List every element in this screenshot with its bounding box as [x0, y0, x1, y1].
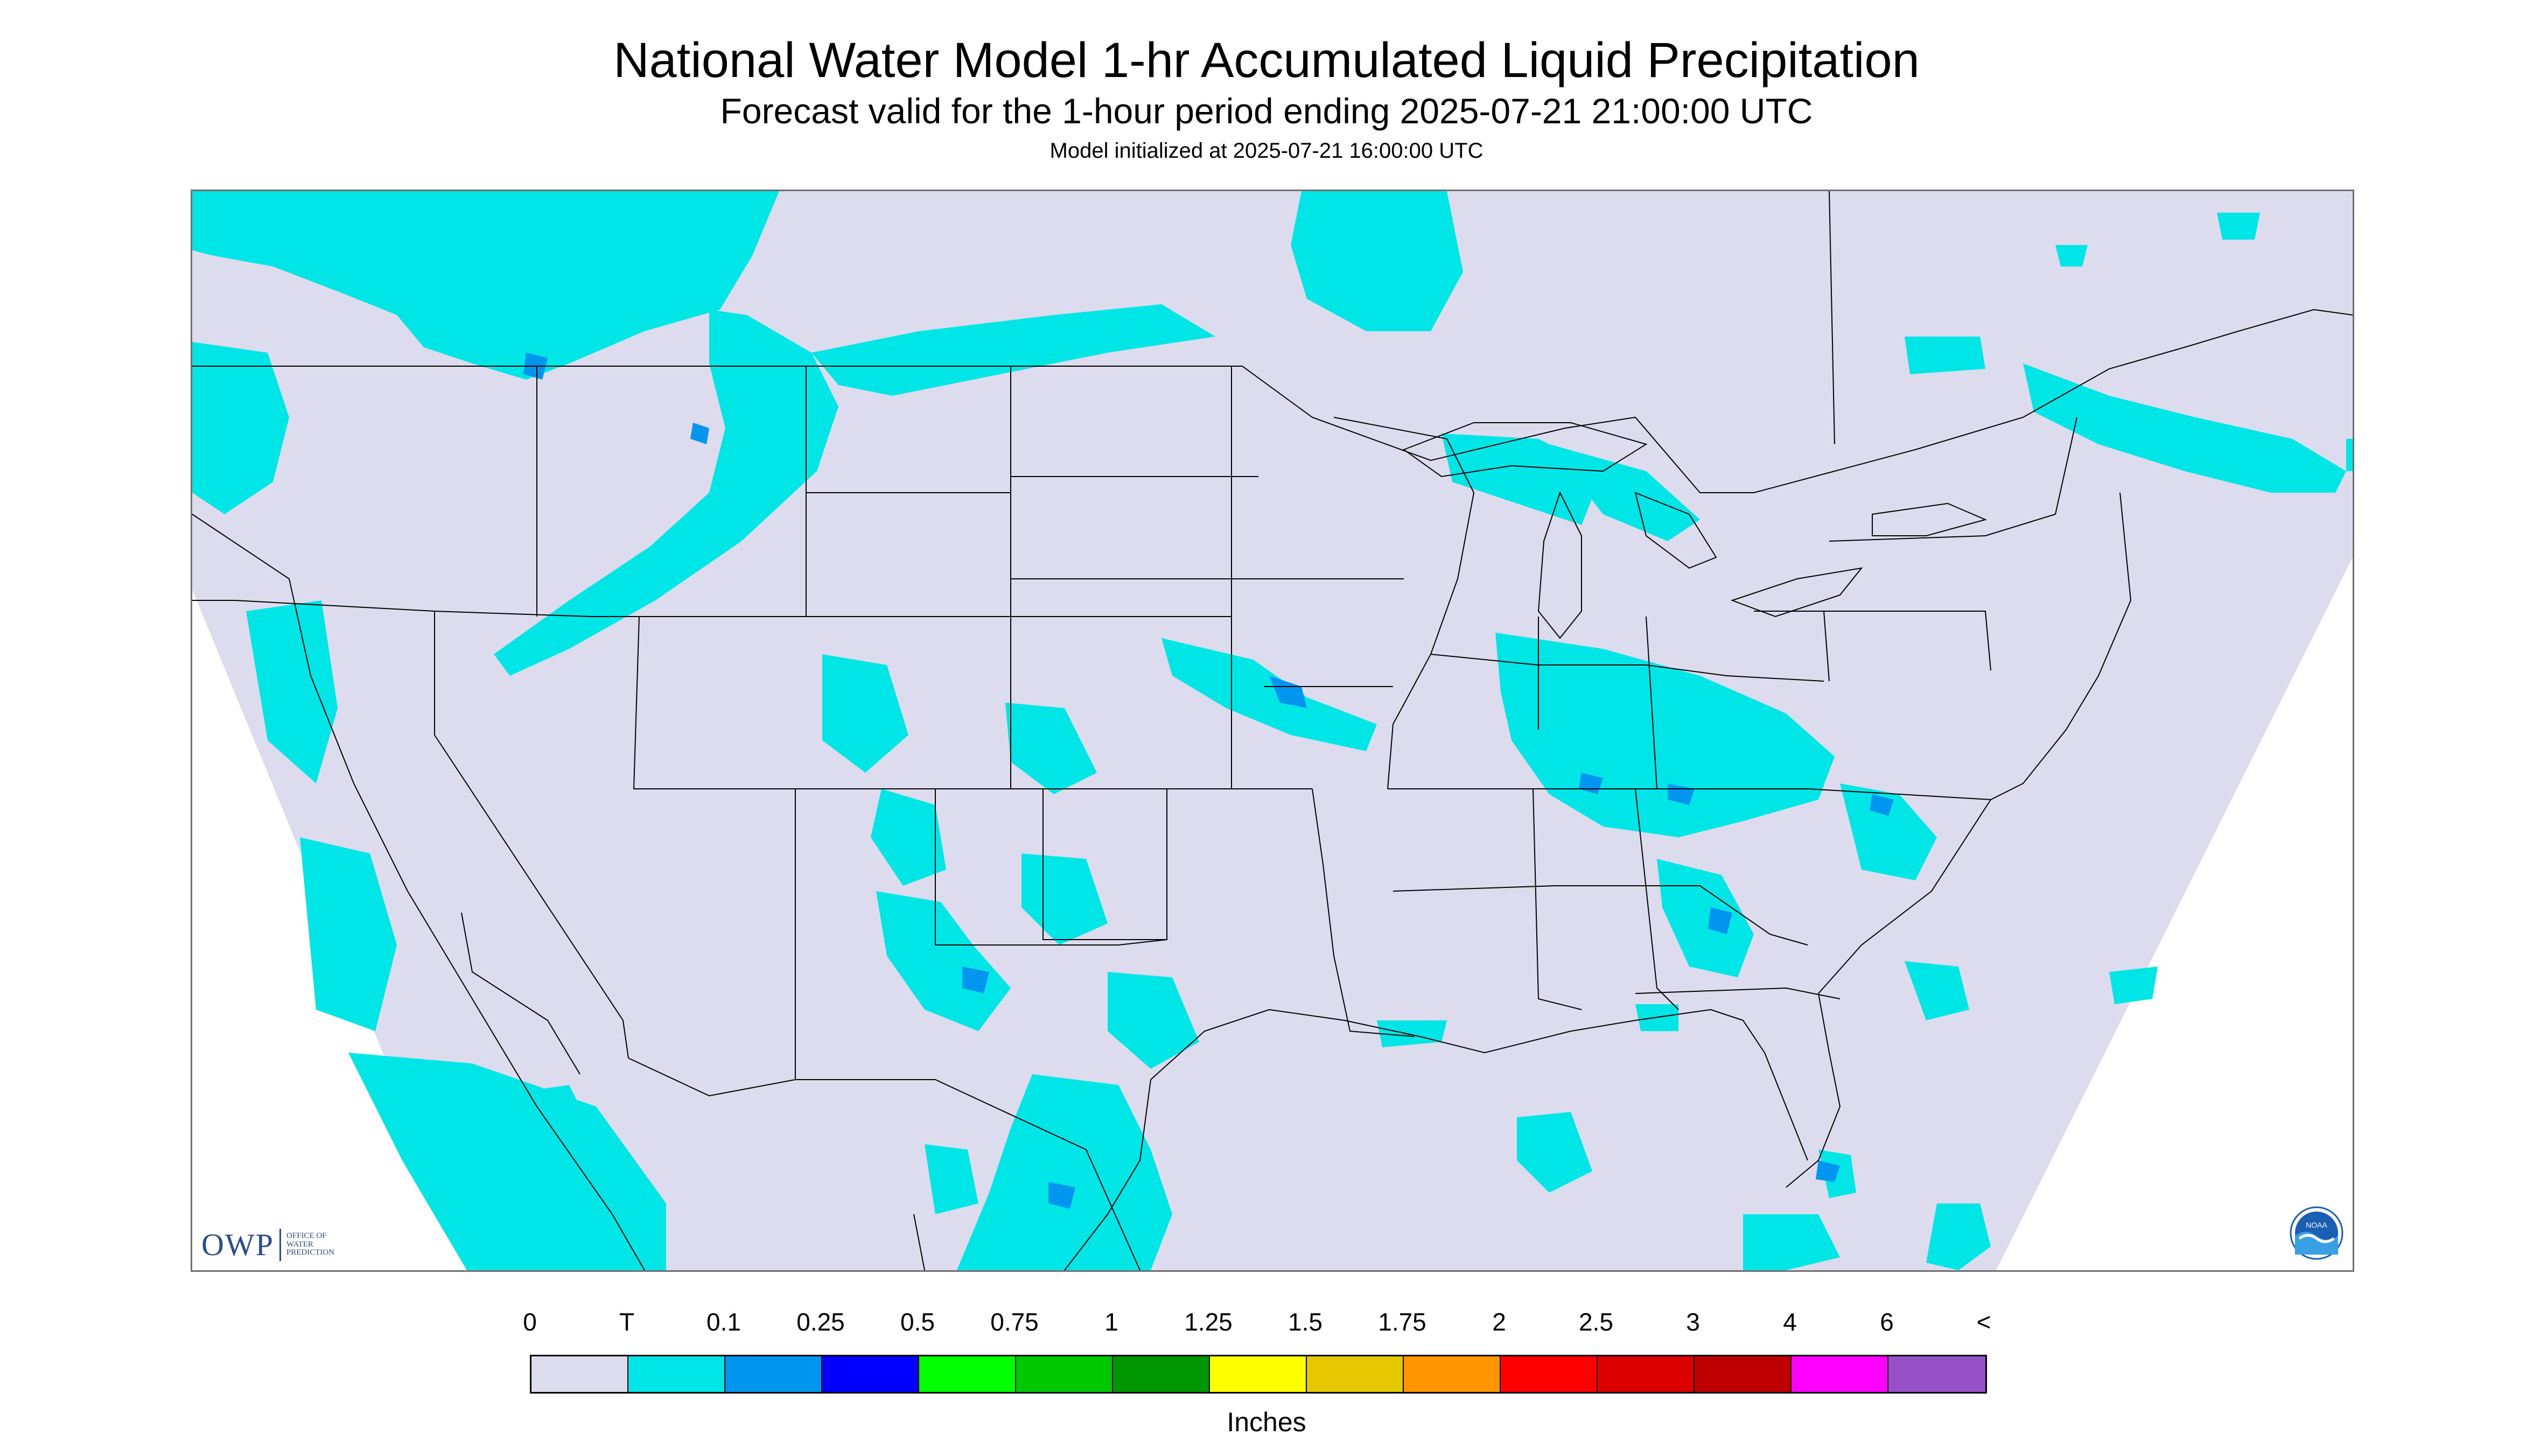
legend-swatch: [1792, 1356, 1888, 1392]
legend-swatch: [822, 1356, 919, 1392]
model-init-line: Model initialized at 2025-07-21 16:00:00…: [1049, 139, 1484, 163]
map-canvas: [192, 191, 2353, 1270]
precipitation-map: [191, 190, 2354, 1272]
legend-color-bar: [530, 1355, 1987, 1394]
legend-swatch: [628, 1356, 725, 1392]
legend-label: 0.1: [706, 1308, 741, 1336]
great-lakes: [1402, 422, 1988, 639]
state-boundaries: [192, 191, 2353, 1270]
legend-swatch: [1501, 1356, 1598, 1392]
forecast-valid-subtitle: Forecast valid for the 1-hour period end…: [720, 91, 1813, 131]
legend-swatch: [1016, 1356, 1113, 1392]
legend-swatch: [1888, 1356, 1985, 1392]
owp-text: OFFICE OF WATER PREDICTION: [286, 1231, 335, 1257]
legend-label: 2.5: [1579, 1308, 1613, 1336]
owp-logo: OWP OFFICE OF WATER PREDICTION: [201, 1227, 334, 1263]
legend-label: 1.75: [1378, 1308, 1426, 1336]
legend-swatch: [1695, 1356, 1792, 1392]
legend-swatch: [1210, 1356, 1307, 1392]
legend-swatch: [531, 1356, 628, 1392]
map-title: National Water Model 1-hr Accumulated Li…: [613, 33, 1920, 88]
legend-label: T: [619, 1308, 635, 1336]
legend-swatch: [1598, 1356, 1695, 1392]
owp-text-line-1: OFFICE OF: [286, 1231, 327, 1240]
legend-swatch: [1307, 1356, 1404, 1392]
legend-labels: 0 T 0.1 0.25 0.5 0.75 1 1.25 1.5 1.75 2 2.5 3 4 6 <: [0, 1307, 2533, 1340]
legend-label: <: [1976, 1308, 1991, 1336]
legend-label: 3: [1686, 1308, 1700, 1336]
legend-label: 0: [523, 1308, 537, 1336]
legend-label: 1: [1104, 1308, 1118, 1336]
noaa-logo-text: NOAA: [2306, 1221, 2327, 1229]
legend-label: 0.25: [796, 1308, 845, 1336]
legend-label: 4: [1783, 1308, 1797, 1336]
owp-letters: OWP: [201, 1227, 274, 1262]
owp-separator: [279, 1228, 281, 1261]
legend-label: 0.75: [990, 1308, 1039, 1336]
owp-text-line-3: PREDICTION: [286, 1248, 335, 1257]
trace-precip-areas: [192, 191, 2353, 1270]
legend-swatch: [1404, 1356, 1501, 1392]
legend-label: 2: [1492, 1308, 1506, 1336]
legend-label: 6: [1880, 1308, 1894, 1336]
legend-swatch: [919, 1356, 1016, 1392]
legend-label: 1.25: [1184, 1308, 1233, 1336]
legend-swatch: [725, 1356, 822, 1392]
legend-label: 1.5: [1288, 1308, 1323, 1336]
owp-text-line-2: WATER: [286, 1240, 313, 1249]
legend-units: Inches: [1227, 1407, 1306, 1437]
legend-swatch: [1113, 1356, 1210, 1392]
legend-label: 0.5: [900, 1308, 935, 1336]
noaa-logo: NOAA: [2290, 1206, 2343, 1260]
